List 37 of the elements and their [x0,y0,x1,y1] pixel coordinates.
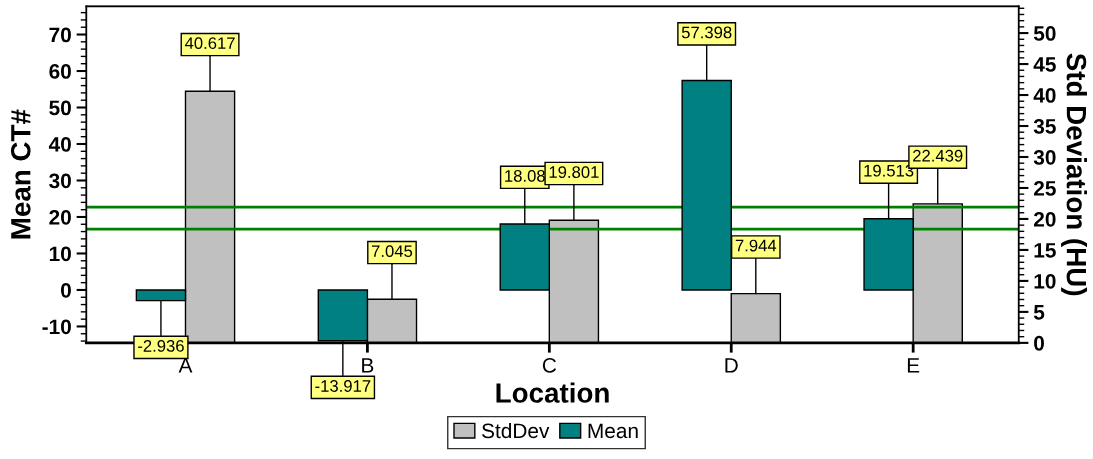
y-tick-label: 60 [49,64,71,79]
y2-tick-label: 5 [1033,305,1045,320]
x-tick-label: C [542,358,557,373]
y2-tick-label: 50 [1033,26,1056,41]
y-tick-label: -10 [42,319,71,335]
y2-axis-title: Std Deviation (HU) [1061,53,1087,296]
x-tick-label: D [725,358,738,373]
data-label: 7.045 [371,245,413,258]
y-tick-label: 20 [49,209,71,225]
y2-tick-label: 10 [1034,273,1056,289]
y2-tick-label: 45 [1033,57,1056,72]
y-tick-label: 10 [49,246,71,262]
data-label: 57.398 [681,26,732,39]
y-axis-title: Mean CT# [10,109,31,239]
y2-tick-label: 40 [1033,88,1056,103]
data-label: 22.439 [913,149,963,162]
x-tick-label: E [907,358,920,373]
y2-tick-label: 15 [1034,243,1056,258]
y2-tick-label: 25 [1033,180,1056,196]
data-label: -13.917 [315,380,371,392]
legend-label: Mean [588,423,638,439]
y2-tick-label: 35 [1033,119,1056,134]
y2-tick-label: 20 [1033,211,1056,227]
y-tick-label: 40 [48,137,71,152]
y-tick-label: 30 [49,173,71,189]
y-tick-label: 50 [49,100,71,116]
y2-tick-label: 30 [1033,149,1056,165]
legend-label: StdDev [482,422,550,439]
data-label: -2.936 [138,340,184,352]
data-label: 7.944 [735,239,777,252]
y-tick-label: 70 [49,27,71,43]
x-axis-title: Location [496,382,609,403]
y2-tick-label: 0 [1034,335,1044,351]
data-label: 40.617 [184,37,235,50]
y-tick-label: 0 [61,282,71,298]
x-tick-label: B [362,358,374,373]
data-label: 19.801 [549,166,599,178]
